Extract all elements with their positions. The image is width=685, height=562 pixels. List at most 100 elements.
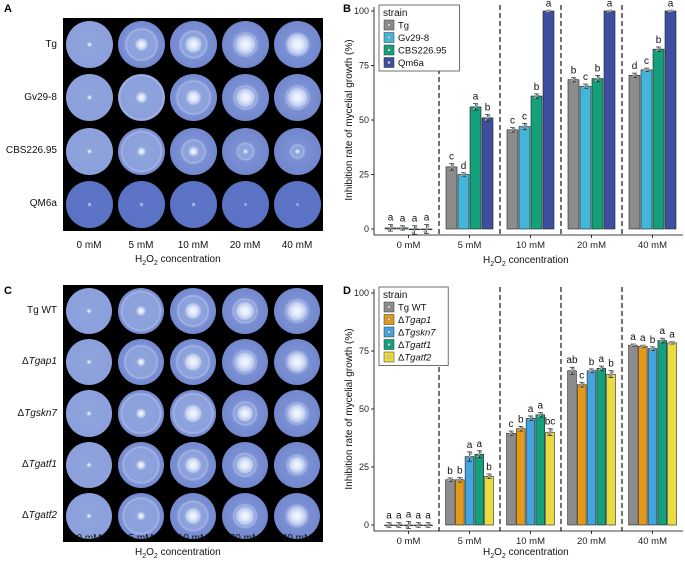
bar (596, 368, 606, 526)
legend-label: CBS226.95 (398, 46, 447, 57)
petri-plate (117, 180, 165, 228)
data-point (529, 417, 532, 420)
data-point (594, 79, 598, 82)
petri-plate (65, 441, 113, 489)
data-point (399, 522, 402, 525)
data-point (643, 344, 646, 347)
legend-label: Tg (398, 21, 409, 32)
data-point (487, 475, 491, 478)
data-point (634, 72, 638, 76)
bar (455, 479, 465, 526)
data-point (539, 413, 542, 417)
petri-plate (273, 74, 321, 122)
data-point (460, 477, 463, 480)
data-point (578, 384, 582, 388)
data-point (425, 525, 428, 528)
significance-letter: a (412, 214, 418, 225)
bar (516, 428, 526, 526)
data-point (489, 473, 492, 477)
petri-plate (273, 441, 321, 489)
data-point (399, 228, 403, 231)
data-point (426, 225, 430, 228)
data-point (386, 525, 389, 528)
bar (457, 174, 470, 230)
legend-label: Gv29-8 (398, 33, 429, 44)
significance-letter: b (447, 466, 453, 477)
data-point (652, 346, 656, 349)
data-point (631, 75, 635, 78)
data-point (418, 522, 422, 525)
plate-column-label: 5 mM (128, 240, 154, 251)
petri-plate (65, 127, 113, 175)
significance-letter: a (546, 0, 552, 9)
significance-letter: c (510, 116, 515, 127)
petri-plate (117, 21, 165, 69)
data-point (387, 523, 391, 527)
plate-row-label: ΔTgap1 (21, 356, 57, 368)
data-point (428, 522, 431, 525)
data-point (591, 368, 595, 371)
x-tick-label: 10 mM (516, 240, 545, 251)
petri-plate (273, 127, 321, 175)
y-tick-label: 75 (359, 61, 369, 71)
bar (481, 117, 494, 230)
y-axis-label: Inhibition rate of mycelial growth (%) (344, 39, 355, 200)
x-tick-label: 5 mM (458, 240, 482, 251)
bar (652, 48, 665, 230)
data-point (511, 128, 514, 132)
bar (577, 384, 587, 526)
petri-plate (221, 287, 269, 334)
bar (628, 344, 638, 526)
data-point (597, 75, 601, 78)
significance-letter: c (508, 419, 513, 430)
data-point (523, 125, 526, 128)
bar (657, 340, 667, 526)
data-point (487, 114, 491, 118)
plate-column-label: 0 mM (76, 240, 102, 251)
x-tick-label: 10 mM (516, 536, 545, 547)
data-point (458, 478, 461, 482)
data-point (468, 455, 471, 458)
significance-letter: b (656, 35, 662, 46)
significance-letter: a (537, 400, 543, 411)
data-point (479, 450, 483, 454)
plate-column-label: 20 mM (229, 533, 261, 544)
plate-column-label: 40 mM (281, 533, 313, 544)
significance-letter: a (388, 213, 394, 224)
petri-plate (117, 441, 165, 489)
legend-swatch-dot (387, 35, 391, 40)
bar (506, 129, 519, 230)
data-point (405, 525, 409, 529)
data-point (672, 340, 675, 344)
data-point (658, 46, 662, 50)
significance-letter: a (406, 510, 412, 521)
data-point (472, 107, 476, 111)
bar (606, 373, 616, 526)
data-point (521, 426, 524, 429)
data-point (509, 432, 513, 435)
data-point (530, 415, 534, 419)
significance-letter: c (583, 72, 588, 83)
petri-plate (65, 390, 113, 437)
data-point (512, 127, 516, 130)
petri-plate (273, 287, 321, 334)
significance-letter: a (424, 213, 430, 224)
legend-swatch-dot (387, 330, 391, 334)
x-tick-label: 20 mM (577, 240, 606, 251)
petri-plate (169, 441, 217, 489)
data-point (585, 83, 589, 87)
y-tick-label: 0 (364, 224, 369, 234)
bar (445, 479, 455, 526)
data-point (533, 96, 537, 99)
petri-plate (169, 180, 217, 228)
data-point (600, 367, 603, 370)
data-point (466, 458, 470, 461)
plate-column-label: 10 mM (177, 240, 209, 251)
data-point (580, 383, 583, 386)
legend-swatch-dot (387, 48, 391, 52)
petri-plate (221, 338, 269, 386)
y-axis-label: Inhibition rate of mycelial growth (%) (344, 328, 355, 489)
xaxis-title-d: H2O2 concentration (483, 547, 569, 560)
significance-letter: a (607, 0, 613, 9)
legend-swatch-dot (387, 23, 391, 27)
